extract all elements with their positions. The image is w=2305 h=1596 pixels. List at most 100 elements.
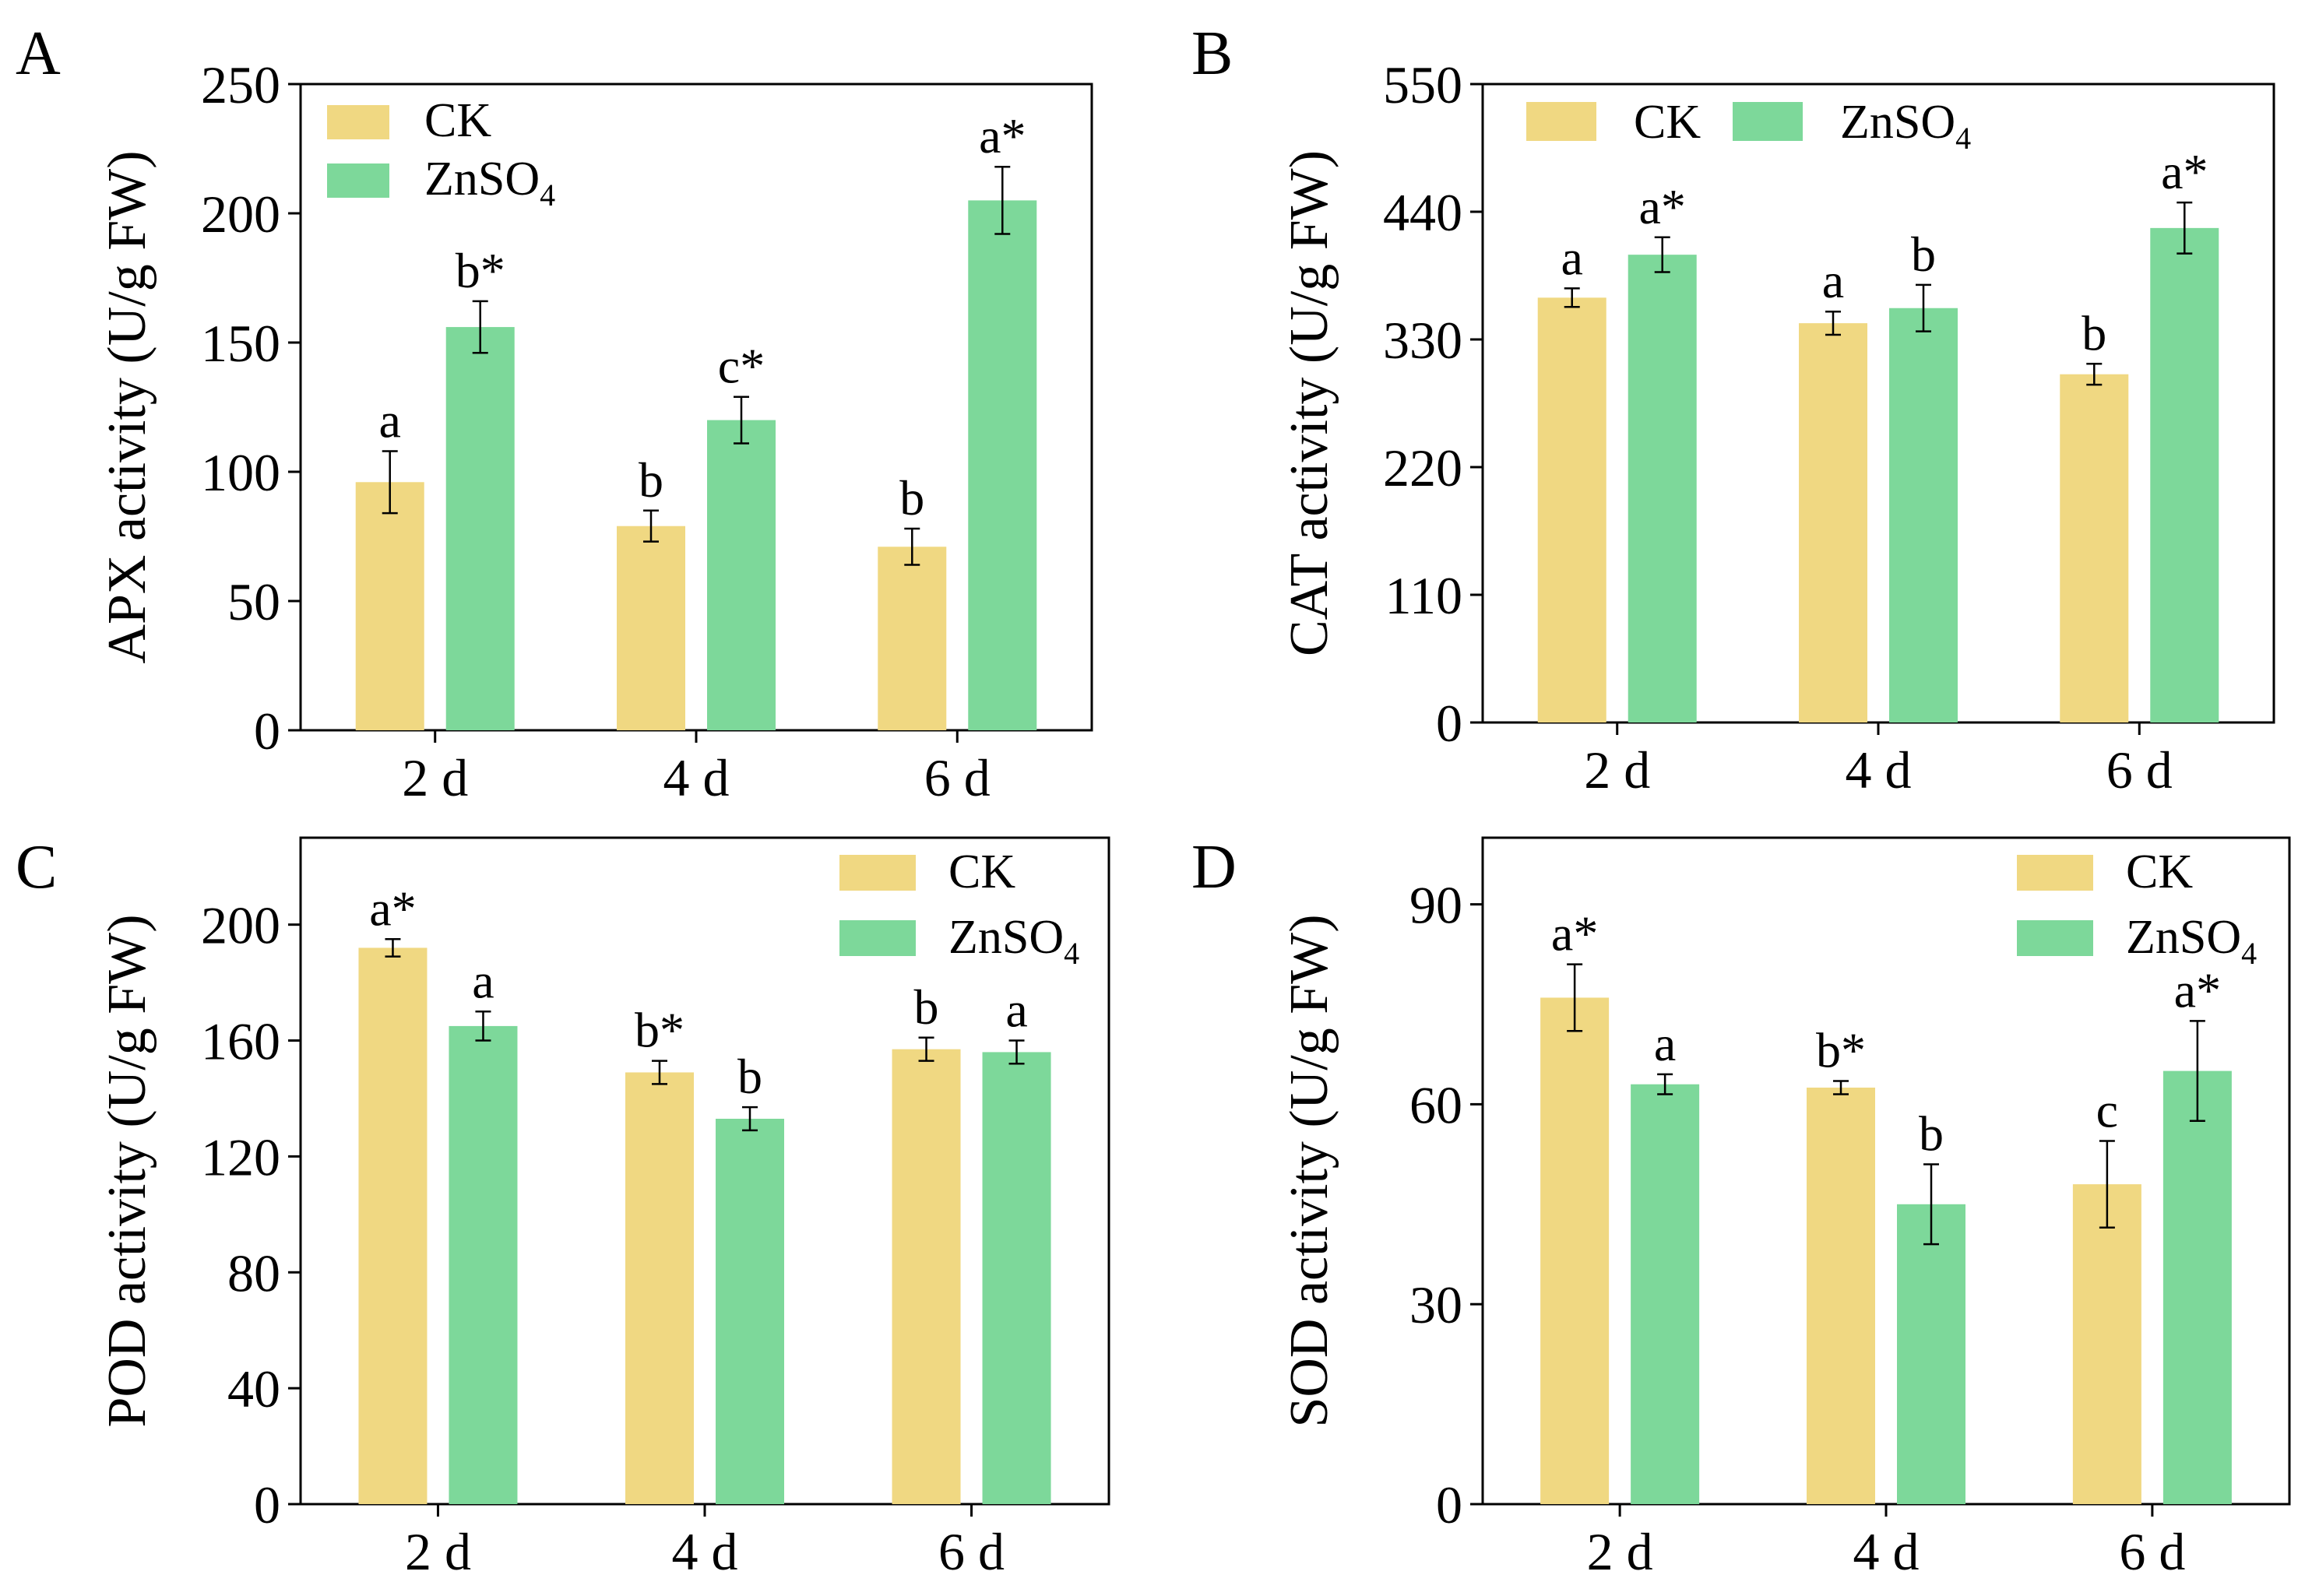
y-tick-label: 220 [1383, 438, 1462, 497]
bar-znso4-4d [716, 1119, 784, 1504]
bar-znso4-6d [2162, 1070, 2232, 1504]
x-tick-label: 2 d [1587, 1522, 1653, 1581]
significance-label: a* [369, 881, 416, 936]
panel-letter: C [16, 833, 57, 902]
bar-znso4-2d [445, 327, 515, 731]
bar-ck-4d [1807, 1088, 1875, 1504]
bar-znso4-6d [982, 1052, 1051, 1504]
bar-znso4-6d [968, 200, 1037, 730]
y-tick-label: 40 [227, 1359, 280, 1418]
y-tick-label: 0 [1436, 694, 1462, 753]
bar-znso4-4d [1889, 308, 1958, 722]
y-tick-label: 110 [1385, 566, 1462, 625]
bar-ck-6d [878, 547, 947, 730]
legend-swatch-znso4 [839, 920, 916, 956]
significance-label: a [472, 953, 494, 1008]
significance-label: a* [2174, 962, 2221, 1018]
legend-swatch-ck [2017, 855, 2093, 891]
significance-label: b [639, 452, 663, 508]
legend-swatch-znso4 [327, 163, 389, 198]
legend-swatch-ck [327, 105, 389, 139]
y-tick-label: 80 [227, 1243, 280, 1302]
bar-ck-6d [2072, 1184, 2141, 1504]
y-tick-label: 30 [1409, 1275, 1462, 1334]
panel-a: A 0 50 100 150 200 250 APX activity (U/g FW) 2 d… [16, 19, 1093, 807]
significance-label: b* [635, 1003, 684, 1058]
y-tick-label: 100 [201, 443, 280, 502]
significance-label: a* [979, 108, 1026, 163]
bar-ck-4d [617, 526, 685, 730]
legend-swatch-ck [839, 855, 916, 891]
y-tick-label: 550 [1383, 55, 1462, 114]
significance-label: a [1822, 253, 1844, 308]
bar-znso4-4d [1897, 1204, 1965, 1504]
significance-label: a [1654, 1016, 1676, 1071]
significance-label: c [2096, 1082, 2118, 1137]
legend-label-ck: CK [948, 845, 1015, 898]
x-tick-label: 6 d [2119, 1522, 2185, 1581]
bar-znso4-2d [449, 1025, 518, 1504]
significance-label: b [2082, 305, 2106, 360]
bar-ck-4d [625, 1072, 694, 1504]
bar-ck-2d [355, 482, 424, 730]
x-tick-label: 2 d [402, 748, 468, 807]
legend-label-ck: CK [2126, 845, 2193, 898]
legend: CK ZnSO4 [327, 94, 555, 213]
bar-ck-2d [1540, 997, 1610, 1504]
legend-label-znso4: ZnSO4 [424, 153, 555, 213]
y-tick-label: 0 [254, 1475, 280, 1534]
legend-label-znso4: ZnSO4 [1840, 96, 1971, 156]
y-axis-label: POD activity (U/g FW) [97, 914, 157, 1427]
y-tick-label: 90 [1409, 876, 1462, 935]
y-tick-label: 0 [254, 701, 280, 761]
significance-label: a* [1639, 179, 1686, 234]
bar-ck-4d [1799, 323, 1867, 722]
bar-znso4-6d [2150, 227, 2219, 722]
y-tick-label: 200 [201, 185, 280, 244]
y-tick-label: 50 [227, 572, 280, 631]
legend-swatch-znso4 [1733, 102, 1803, 141]
x-tick-label: 6 d [2106, 740, 2173, 800]
legend: CK ZnSO4 [2017, 845, 2257, 971]
legend-label-znso4: ZnSO4 [948, 911, 1079, 971]
panel-c: C 0 40 80 120 160 200 POD activity (U/g FW) 2 d a… [16, 833, 1110, 1581]
x-tick-label: 2 d [405, 1522, 471, 1581]
legend-label-ck: CK [424, 94, 491, 147]
panel-d: D 0 30 60 90 SOD activity (U/g FW) 2 d a* a 4 d b*… [1191, 833, 2291, 1581]
bar-ck-6d [892, 1049, 961, 1504]
y-tick-label: 60 [1409, 1075, 1462, 1134]
legend-label-ck: CK [1634, 96, 1701, 149]
bar-ck-2d [1537, 297, 1606, 722]
significance-label: a [1005, 983, 1027, 1038]
bar-znso4-2d [1631, 1084, 1700, 1504]
panel-letter: A [16, 19, 61, 88]
significance-label: b [1911, 227, 1936, 282]
significance-label: a* [1551, 906, 1598, 961]
x-tick-label: 6 d [938, 1522, 1005, 1581]
y-tick-label: 250 [201, 55, 280, 114]
significance-label: b [914, 979, 939, 1035]
panel-b: B 0 110 220 330 440 550 CAT activity (U/g FW) 2 … [1191, 19, 2275, 800]
significance-label: b [899, 470, 924, 526]
bar-ck-6d [2060, 374, 2129, 722]
x-tick-label: 6 d [924, 748, 991, 807]
legend-swatch-ck [1526, 102, 1596, 141]
significance-label: a [1561, 230, 1583, 285]
x-tick-label: 4 d [672, 1522, 738, 1581]
y-tick-label: 150 [201, 314, 280, 373]
y-tick-label: 0 [1436, 1475, 1462, 1534]
significance-label: b [737, 1049, 762, 1104]
panel-letter: B [1191, 19, 1233, 88]
significance-label: c* [718, 339, 765, 394]
bar-znso4-4d [707, 420, 776, 730]
x-tick-label: 4 d [663, 748, 730, 807]
y-axis-label: SOD activity (U/g FW) [1279, 914, 1339, 1427]
y-axis-label: CAT activity (U/g FW) [1279, 150, 1339, 656]
significance-label: b* [456, 243, 505, 298]
significance-label: b* [1816, 1022, 1866, 1077]
bar-ck-2d [358, 947, 428, 1504]
y-tick-label: 440 [1383, 183, 1462, 242]
x-tick-label: 4 d [1853, 1522, 1920, 1581]
x-tick-label: 2 d [1584, 740, 1650, 800]
